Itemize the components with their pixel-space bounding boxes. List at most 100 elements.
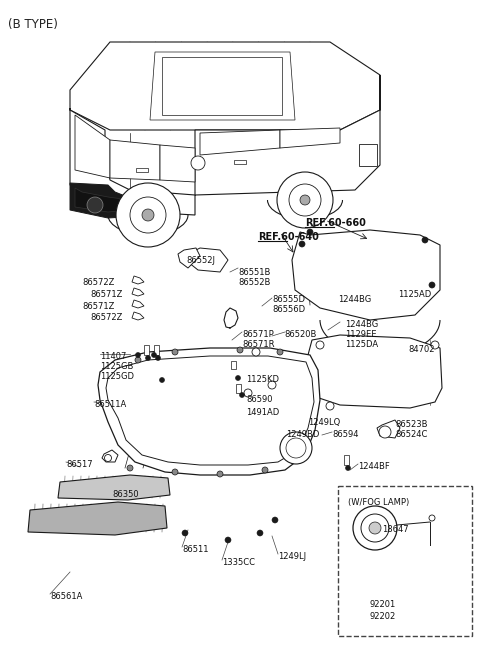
Text: 86350: 86350 [112,490,139,499]
Text: 86561A: 86561A [50,592,83,601]
Text: 1244BG: 1244BG [345,320,378,329]
Text: 92201: 92201 [370,600,396,609]
Polygon shape [75,188,130,212]
Circle shape [152,353,156,357]
Text: (W/FOG LAMP): (W/FOG LAMP) [348,498,409,507]
Text: 1249LQ: 1249LQ [308,418,340,427]
Polygon shape [102,450,118,462]
Circle shape [127,465,133,471]
Circle shape [172,349,178,355]
Polygon shape [132,276,144,284]
Polygon shape [132,288,144,296]
Circle shape [289,184,321,216]
Circle shape [361,514,389,542]
Circle shape [280,432,312,464]
Circle shape [346,466,350,470]
Circle shape [272,517,278,523]
Circle shape [145,355,151,361]
Bar [144,345,148,355]
Bar [338,486,472,636]
Text: 86524C: 86524C [395,430,427,439]
Text: 1125GB: 1125GB [100,362,133,371]
Text: 86520B: 86520B [284,330,316,339]
Text: 86517: 86517 [66,460,93,469]
Circle shape [105,454,111,462]
Text: 1244BG: 1244BG [338,295,371,304]
Text: REF.60-640: REF.60-640 [258,232,319,242]
Circle shape [225,537,231,543]
Polygon shape [106,356,314,465]
Text: 86556D: 86556D [272,305,305,314]
Circle shape [299,241,305,247]
Bar [162,57,282,115]
Bar [234,160,246,164]
Circle shape [431,341,439,349]
Text: 11407: 11407 [100,352,126,361]
Text: 86572Z: 86572Z [90,313,122,322]
Bar [236,383,240,393]
Circle shape [379,426,391,438]
Polygon shape [160,145,195,182]
Polygon shape [98,348,320,475]
Text: 18647: 18647 [382,525,408,534]
Polygon shape [70,108,195,215]
Circle shape [252,348,260,356]
Circle shape [307,229,313,235]
Bar [344,455,348,465]
Text: 1125DA: 1125DA [345,340,378,349]
Text: 86571P: 86571P [242,330,274,339]
Circle shape [326,402,334,410]
Circle shape [429,282,435,288]
Circle shape [130,197,166,233]
Circle shape [257,530,263,536]
Text: 1249BD: 1249BD [286,430,319,439]
Circle shape [135,353,141,357]
Text: 86523B: 86523B [395,420,428,429]
Circle shape [316,341,324,349]
Text: 84702: 84702 [408,345,434,354]
Circle shape [240,393,244,397]
Text: 86590: 86590 [246,395,273,404]
Bar [359,144,377,166]
Text: 1335CC: 1335CC [222,558,255,567]
Text: 1125GD: 1125GD [100,372,134,381]
Bar [136,168,148,172]
Polygon shape [188,248,228,272]
Polygon shape [132,312,144,320]
Circle shape [87,197,103,213]
Circle shape [277,349,283,355]
Bar [154,345,158,355]
Circle shape [236,375,240,381]
Circle shape [429,515,435,521]
Text: (B TYPE): (B TYPE) [8,18,58,31]
Polygon shape [305,335,442,408]
Text: 1129EE: 1129EE [345,330,376,339]
Text: 1491AD: 1491AD [246,408,279,417]
Circle shape [116,183,180,247]
Polygon shape [28,502,167,535]
Text: REF.60-660: REF.60-660 [305,218,366,228]
Circle shape [422,237,428,243]
Circle shape [237,347,243,353]
Circle shape [142,209,154,221]
Text: 86571Z: 86571Z [90,290,122,299]
Polygon shape [200,130,280,155]
Text: 86511: 86511 [182,545,208,554]
Circle shape [300,195,310,205]
Text: 92202: 92202 [370,612,396,621]
Text: 1125AD: 1125AD [398,290,431,299]
Polygon shape [377,420,400,438]
Circle shape [217,471,223,477]
Circle shape [159,377,165,383]
Circle shape [268,381,276,389]
Polygon shape [70,42,380,130]
Circle shape [182,530,188,536]
Bar [230,361,236,369]
Text: 86594: 86594 [332,430,359,439]
Polygon shape [58,475,170,500]
Polygon shape [110,140,160,180]
Text: 1125KD: 1125KD [246,375,279,384]
Circle shape [353,506,397,550]
Circle shape [172,469,178,475]
Polygon shape [75,115,110,178]
